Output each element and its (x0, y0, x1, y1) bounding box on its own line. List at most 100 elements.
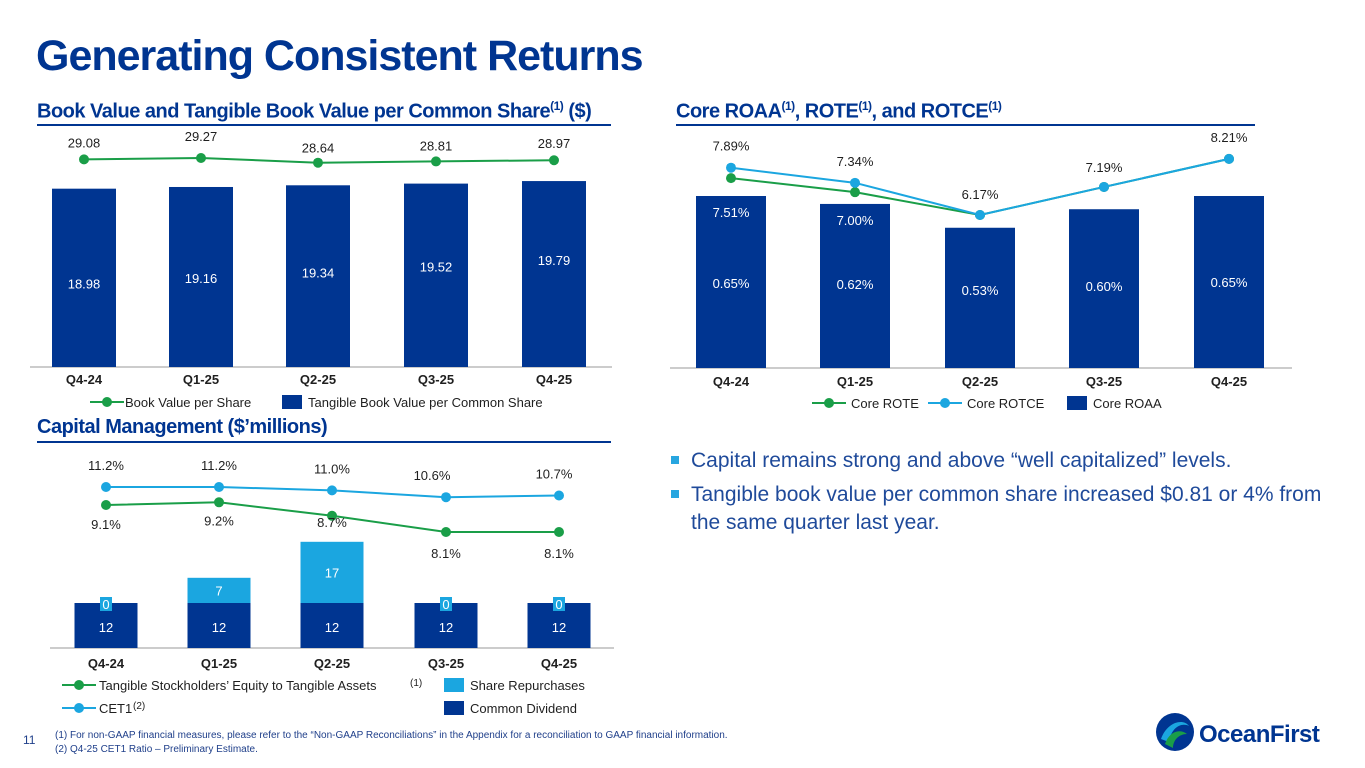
repurchase-bar-label: 0 (102, 597, 109, 612)
returns-title-sup-a: (1) (781, 99, 796, 113)
cet1-line-point (101, 482, 111, 492)
core-rotce-label: 7.89% (713, 139, 750, 154)
legend-core-rote-swatch-dot (824, 398, 834, 408)
core-rotce-line-point (975, 210, 985, 220)
category-label: Q4-24 (88, 656, 125, 671)
bullet-item: Tangible book value per common share inc… (670, 481, 1340, 537)
book-value-chart: 18.98 Q4-24 19.16 Q1-25 19.34 Q2-25 19.52 Q3-25… (30, 129, 612, 410)
repurchase-zero-box (440, 597, 452, 611)
legend-book-value-label: Book Value per Share (125, 395, 251, 410)
book-value-line-point (431, 156, 441, 167)
legend-book-value-swatch-dot (102, 397, 112, 407)
book-value-label: 28.97 (538, 136, 571, 151)
legend-tbv-swatch (282, 395, 302, 409)
page-number: 11 (23, 733, 36, 747)
tce-line-point (554, 527, 564, 537)
tbv-bar-label: 18.98 (68, 277, 101, 292)
legend-core-rotce-label: Core ROTCE (967, 396, 1045, 411)
legend-repurchases-swatch (444, 678, 464, 692)
repurchase-zero-box (100, 597, 112, 611)
core-rote-line-point (850, 187, 860, 198)
book-value-section-title: Book Value and Tangible Book Value per C… (37, 99, 592, 124)
wave-icon (1156, 713, 1194, 751)
roaa-bar (945, 227, 1015, 368)
dividend-bar-label: 12 (552, 620, 566, 635)
bullet-item: Capital remains strong and above “well c… (670, 447, 1340, 475)
cet1-line-point (554, 490, 564, 501)
core-rotce-label: 7.19% (1086, 160, 1123, 175)
category-label: Q3-25 (418, 372, 454, 387)
tbv-bar (169, 186, 233, 367)
tce-label: 8.7% (317, 515, 347, 530)
logo-text: OceanFirst (1199, 721, 1320, 748)
category-label: Q1-25 (201, 656, 237, 671)
book-value-title-main: Book Value and Tangible Book Value per C… (37, 100, 551, 123)
repurchase-bar-label: 0 (442, 597, 449, 612)
cet1-line-point (327, 485, 337, 496)
book-value-label: 29.27 (185, 129, 218, 144)
legend-core-rote-label: Core ROTE (851, 396, 919, 411)
footnote-2: (2) Q4-25 CET1 Ratio – Preliminary Estim… (55, 744, 258, 755)
core-rotce-line-point (1224, 153, 1234, 164)
roaa-bar (1194, 196, 1264, 368)
legend-roaa-label: Core ROAA (1093, 396, 1162, 411)
returns-title-b: , ROTE (794, 100, 859, 123)
core-rotce-label: 8.21% (1211, 130, 1248, 145)
tce-label: 8.1% (431, 546, 461, 561)
tce-line-point (441, 527, 451, 537)
category-label: Q2-25 (962, 374, 998, 389)
category-label: Q1-25 (837, 374, 873, 389)
legend-core-rotce-swatch-dot (940, 398, 950, 408)
tbv-bar (522, 181, 586, 367)
roaa-bar-label: 0.65% (1211, 275, 1248, 290)
core-rote-label: 7.00% (837, 213, 874, 228)
category-label: Q3-25 (1086, 374, 1122, 389)
core-rotce-label: 7.34% (837, 154, 874, 169)
cet1-label: 10.7% (536, 467, 573, 482)
legend-cet1-swatch-dot (74, 703, 84, 713)
tce-label: 9.1% (91, 517, 121, 532)
legend-tce-sup: (1) (410, 678, 422, 689)
tbv-bar-label: 19.16 (185, 271, 218, 286)
returns-title-a: Core ROAA (676, 100, 782, 123)
core-rote-line-point (726, 173, 736, 184)
book-value-label: 29.08 (68, 135, 101, 150)
category-label: Q4-25 (541, 656, 577, 671)
legend-dividend-swatch (444, 701, 464, 715)
repurchase-bar-label: 7 (215, 583, 222, 598)
dividend-bar-label: 12 (325, 620, 339, 635)
book-value-title-sup: (1) (550, 99, 564, 113)
repurchase-zero-box (553, 597, 565, 611)
legend-repurchases-label: Share Repurchases (470, 678, 585, 693)
book-value-divider (37, 124, 611, 126)
returns-title-sup-c: (1) (988, 99, 1002, 113)
capital-chart: 12 0 Q4-24 12 7 Q1-25 12 17 Q2-25 12 0 Q3-25 12 0 Q4-2… (50, 458, 614, 716)
tce-line-point (101, 500, 111, 510)
page-title: Generating Consistent Returns (36, 32, 644, 80)
roaa-bar-label: 0.60% (1086, 279, 1123, 294)
roaa-bar-label: 0.62% (837, 277, 874, 292)
repurchase-bar (300, 541, 364, 603)
category-label: Q1-25 (183, 372, 219, 387)
tbv-bar (404, 183, 468, 367)
core-rotce-line-point (850, 177, 860, 188)
category-label: Q2-25 (300, 372, 336, 387)
tbv-bar-label: 19.79 (538, 253, 571, 268)
returns-divider (676, 124, 1255, 126)
tce-line-point (214, 497, 224, 508)
cet1-line-point (214, 482, 224, 492)
core-rotce-line-point (726, 162, 736, 173)
book-value-line-point (549, 155, 559, 166)
book-value-label: 28.81 (420, 138, 453, 153)
dividend-bar (187, 603, 251, 648)
cet1-line-point (441, 492, 451, 503)
cet1-label: 11.0% (314, 461, 350, 476)
tbv-bar (286, 185, 350, 367)
cet1-label: 10.6% (414, 468, 451, 483)
returns-title-sup-b: (1) (858, 99, 872, 113)
core-rotce-label: 6.17% (962, 187, 999, 202)
core-rote-label: 7.51% (713, 205, 750, 220)
category-label: Q4-25 (536, 372, 572, 387)
category-label: Q2-25 (314, 656, 350, 671)
category-label: Q4-25 (1211, 374, 1247, 389)
